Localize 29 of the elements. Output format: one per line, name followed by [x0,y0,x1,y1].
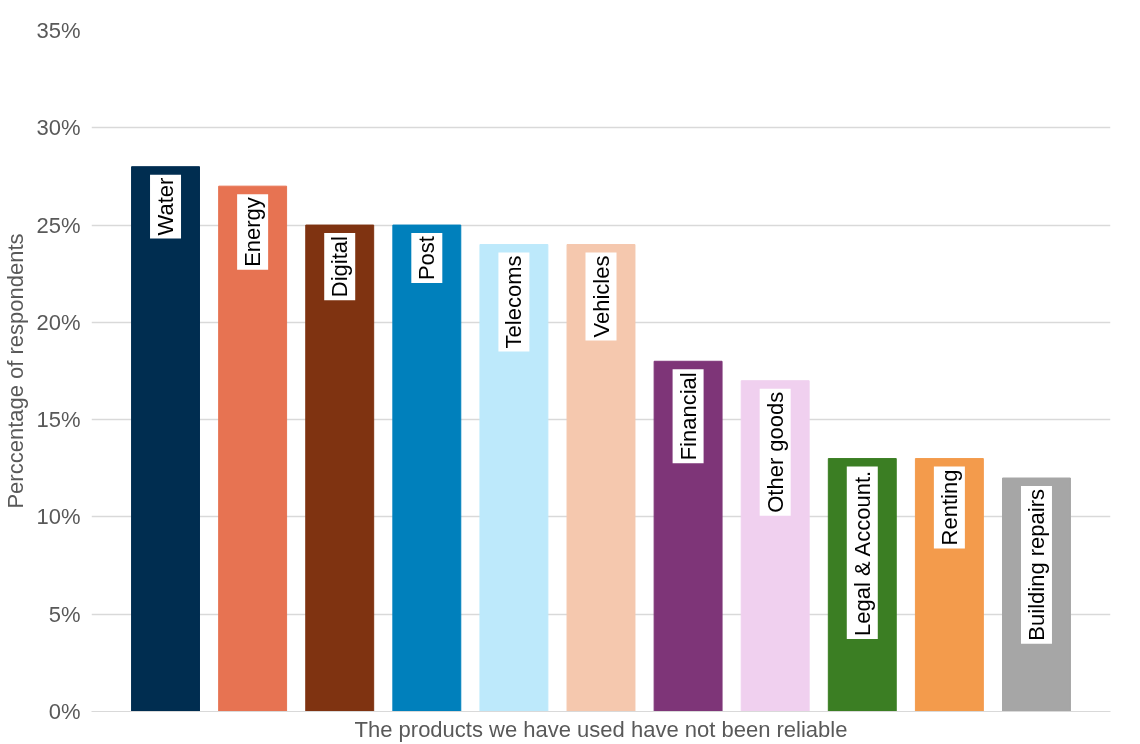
x-tick-label: Renting [936,469,962,546]
y-tick-label: 0% [48,699,81,724]
x-tick-label: Vehicles [588,255,614,338]
x-tick-label: Telecoms [501,255,527,349]
x-tick-label: Digital [327,236,353,298]
x-tick-label: Post [414,236,440,281]
x-axis-title: The products we have used have not been reliable [354,716,848,742]
y-tick-label: 5% [48,601,81,627]
bar [566,244,636,712]
bar [914,458,984,712]
x-tick-label: Financial [675,372,701,461]
bar [653,360,723,712]
y-tick-label: 25% [36,212,81,238]
x-tick-label: Building repairs [1023,489,1049,641]
x-tick-label: Water [153,177,179,236]
y-axis-title: Perccentage of respondents [3,233,29,509]
bar [131,166,200,712]
y-tick-label: 35% [36,18,81,43]
bar [305,224,375,712]
bar [392,224,462,712]
bar [218,185,288,712]
x-tick-label: Energy [240,197,266,267]
x-tick-label: Legal & Account. [849,470,875,636]
y-tick-label: 15% [36,407,81,433]
y-tick-label: 10% [36,504,81,530]
y-tick-label: 30% [36,115,81,141]
bar [479,244,549,712]
x-tick-label: Other goods [762,391,788,513]
y-tick-label: 20% [36,309,81,335]
